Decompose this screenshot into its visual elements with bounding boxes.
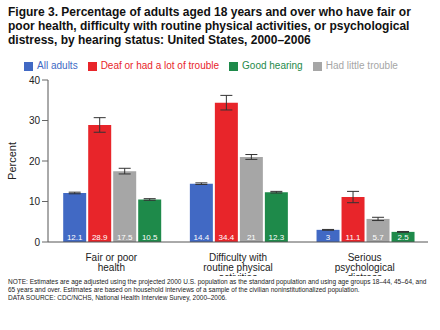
svg-text:Fair or poorhealth: Fair or poorhealth (85, 252, 137, 273)
svg-text:Percent: Percent (8, 142, 18, 180)
html-text:Figure 3. Percentage of adults: Figure 3. Percentage of adults aged 18 y… (8, 5, 411, 47)
svg-text:12.1: 12.1 (67, 233, 83, 242)
svg-text:34.4: 34.4 (219, 233, 235, 242)
svg-text:21: 21 (247, 233, 256, 242)
svg-text:14.4: 14.4 (194, 233, 210, 242)
svg-text:30: 30 (29, 115, 41, 126)
svg-text:10.5: 10.5 (142, 233, 158, 242)
svg-text:0: 0 (34, 237, 40, 248)
svg-text:40: 40 (29, 75, 41, 86)
svg-text:28.9: 28.9 (92, 233, 108, 242)
html-text:DATA SOURCE: CDC/NCHS, Nationa: DATA SOURCE: CDC/NCHS, National Health I… (8, 294, 227, 301)
svg-text:3: 3 (326, 233, 331, 242)
svg-text:12.3: 12.3 (269, 233, 285, 242)
html-text:Deaf or had a lot of trouble: Deaf or had a lot of trouble (100, 60, 220, 71)
html-text:NOTE: Estimates are age adjust: NOTE: Estimates are age adjusted using t… (8, 278, 427, 293)
html-text:Had little trouble: Had little trouble (325, 60, 398, 71)
svg-text:Seriouspsychologicaldistress: Seriouspsychologicaldistress (335, 252, 395, 276)
svg-text:Difficulty withroutine physica: Difficulty withroutine physicalactivitie… (203, 252, 272, 276)
svg-text:10: 10 (29, 196, 41, 207)
html-text:Good hearing: Good hearing (242, 60, 303, 71)
svg-text:2.5: 2.5 (397, 233, 409, 242)
svg-text:20: 20 (29, 156, 41, 167)
svg-text:5.7: 5.7 (372, 233, 384, 242)
svg-text:11.1: 11.1 (346, 233, 362, 242)
html-text:All adults: All adults (37, 60, 78, 71)
svg-text:17.5: 17.5 (117, 233, 133, 242)
